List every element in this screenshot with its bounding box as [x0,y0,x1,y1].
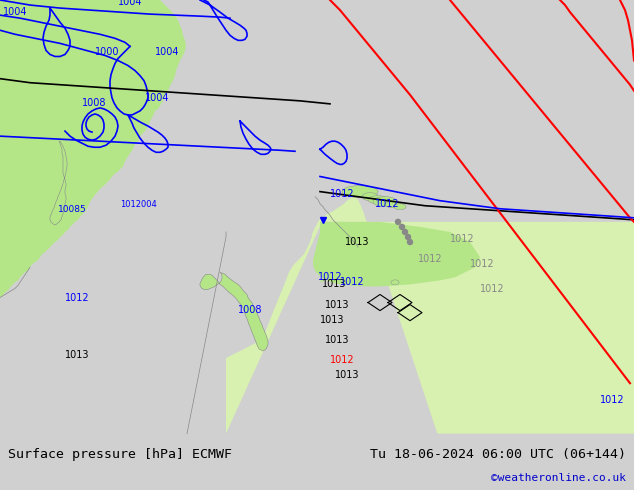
Circle shape [406,235,410,240]
Circle shape [403,229,408,235]
Text: 1012: 1012 [65,293,89,302]
Text: Surface pressure [hPa] ECMWF: Surface pressure [hPa] ECMWF [8,448,232,461]
Text: 1004: 1004 [3,7,27,17]
Text: 1013: 1013 [325,299,349,310]
Polygon shape [320,273,334,282]
Circle shape [396,220,401,224]
Text: 1012: 1012 [450,234,475,244]
Text: 1004: 1004 [118,0,142,7]
Ellipse shape [391,280,399,285]
Text: 1012: 1012 [340,277,365,288]
Text: 1008: 1008 [238,305,262,315]
Ellipse shape [368,196,388,204]
Circle shape [399,224,404,229]
Text: 1012: 1012 [470,259,495,269]
Circle shape [408,240,413,245]
Polygon shape [200,272,268,351]
Polygon shape [50,141,67,225]
Ellipse shape [362,193,378,201]
Text: 1013: 1013 [345,237,370,247]
Text: ©weatheronline.co.uk: ©weatheronline.co.uk [491,473,626,483]
Text: 1013: 1013 [65,350,89,360]
Ellipse shape [373,196,397,207]
Text: 1012004: 1012004 [120,200,157,209]
Text: 1004: 1004 [155,48,179,57]
Text: 1000: 1000 [95,48,119,57]
Text: 1012: 1012 [375,199,399,209]
Text: 1008: 1008 [82,98,107,108]
Text: 1012: 1012 [318,272,342,282]
Polygon shape [226,196,634,434]
Ellipse shape [394,204,406,210]
Ellipse shape [342,186,378,197]
Text: 1013: 1013 [325,335,349,345]
Text: 1004: 1004 [145,93,169,103]
Ellipse shape [385,202,401,208]
Text: 1013: 1013 [320,315,344,325]
Polygon shape [313,222,480,287]
Text: 1013: 1013 [335,370,359,380]
Text: 1012: 1012 [330,189,354,198]
Text: 1012: 1012 [418,254,443,264]
Text: 1012: 1012 [480,285,505,294]
Text: 1012: 1012 [600,395,624,405]
Text: 10085: 10085 [58,205,87,214]
Text: 1013: 1013 [322,279,347,290]
Text: 1012: 1012 [330,355,354,365]
Text: Tu 18-06-2024 06:00 UTC (06+144): Tu 18-06-2024 06:00 UTC (06+144) [370,448,626,461]
Polygon shape [0,0,186,434]
